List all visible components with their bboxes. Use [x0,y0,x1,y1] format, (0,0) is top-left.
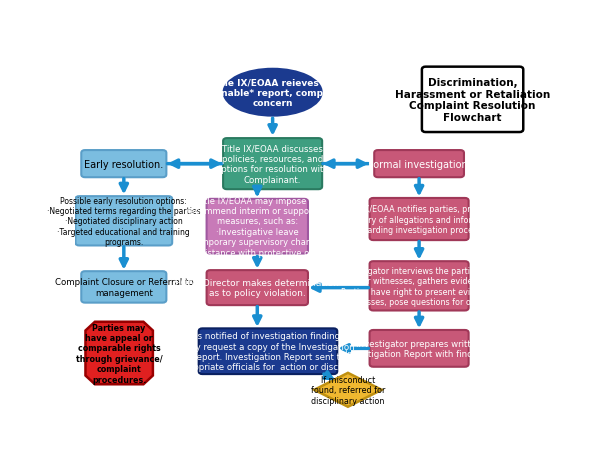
Polygon shape [314,373,382,407]
FancyBboxPatch shape [374,151,464,178]
Text: Title IX/EOAA may impose or
recommend interim or supportive
measures, such as:
·: Title IX/EOAA may impose or recommend in… [186,196,328,257]
FancyBboxPatch shape [223,139,322,190]
Text: Investigator prepares written
Investigation Report with findings.: Investigator prepares written Investigat… [345,339,493,358]
Text: Title IX/EOAA notifies parties, provides
summary of allegations and information
: Title IX/EOAA notifies parties, provides… [338,205,500,234]
FancyBboxPatch shape [76,197,172,246]
FancyBboxPatch shape [81,272,166,303]
Text: Title IX/EOAA reieves an
actionable* report, complaint,
concern: Title IX/EOAA reieves an actionable* rep… [196,78,349,108]
Ellipse shape [224,70,322,116]
Text: Investigator interviews the parties and
other witnesses, gathers evidence.
Parti: Investigator interviews the parties and … [341,266,497,307]
Text: Possible early resolution options:
·Negotiated terms regarding the parties
·Nego: Possible early resolution options: ·Nego… [47,196,200,247]
FancyBboxPatch shape [422,68,523,133]
Polygon shape [85,322,153,384]
Text: Parties notified of investigation findings and
may request a copy of the Investi: Parties notified of investigation findin… [173,332,363,371]
Text: Title IX/EOAA discusses
policies, resources, and
options for resolution with
Com: Title IX/EOAA discusses policies, resour… [216,144,329,184]
FancyBboxPatch shape [370,262,469,311]
FancyBboxPatch shape [206,270,308,306]
FancyBboxPatch shape [370,199,469,241]
Text: If misconduct
found, referred for
disciplinary action: If misconduct found, referred for discip… [311,375,385,405]
FancyBboxPatch shape [81,151,166,178]
Text: Discrimination,
Harassment or Retaliation
Complaint Resolution
Flowchart: Discrimination, Harassment or Retaliatio… [395,78,550,123]
Text: Formal investigation.: Formal investigation. [368,159,470,169]
Text: Parties may
have appeal or
comparable rights
through grievance/
complaint
proced: Parties may have appeal or comparable ri… [76,323,163,384]
FancyBboxPatch shape [370,330,469,367]
Text: Complaint Closure or Referral to
management: Complaint Closure or Referral to managem… [55,278,193,297]
FancyBboxPatch shape [206,200,308,254]
Text: EOAA Director makes determination
as to policy violation.: EOAA Director makes determination as to … [175,278,339,298]
FancyBboxPatch shape [199,329,337,374]
Text: Early resolution.: Early resolution. [84,159,163,169]
